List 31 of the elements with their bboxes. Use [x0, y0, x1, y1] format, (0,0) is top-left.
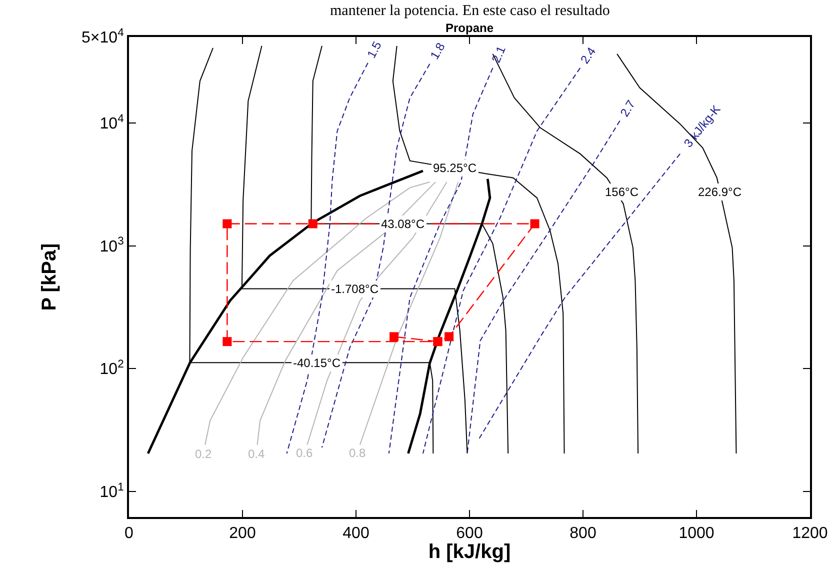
x-tick-label: 1000: [678, 525, 714, 542]
y-tick-label: 10$^{2}$: [100, 358, 124, 378]
annotation: -40.15°C: [293, 356, 341, 370]
y-tick-label: 10$^{1}$: [100, 481, 124, 502]
x-tick-label: 800: [570, 525, 596, 542]
annotation: 43.08°C: [381, 217, 425, 231]
annotation: 2.4: [578, 44, 599, 66]
annotation: 226.9°C: [698, 185, 742, 199]
y-tick-label: 10$^{4}$: [100, 112, 124, 132]
annotation: -1.708°C: [331, 282, 379, 296]
x-axis-title: h [kJ/kg]: [428, 541, 511, 563]
annotation: 1.5: [364, 38, 385, 60]
annotation: 2.1: [488, 44, 508, 65]
x-tick-label: 600: [456, 525, 483, 542]
x-tick-label: 200: [229, 525, 256, 542]
y-tick-label: 5×10$^{4}$: [82, 26, 124, 47]
annotation: 0.6: [296, 446, 314, 460]
annotation: 0.8: [349, 446, 366, 460]
text: mantener la potencia. En este caso el resultado: [330, 3, 610, 19]
annotation: 0.4: [248, 447, 266, 461]
chart-title: Propane: [445, 21, 494, 36]
x-tick-label: 1200: [792, 525, 828, 542]
annotation: 0.2: [195, 447, 212, 461]
y-tick-label: 10$^{3}$: [100, 236, 124, 256]
x-tick-label: 0: [124, 525, 134, 542]
annotation: 2.7: [617, 97, 638, 120]
annotation: 95.25°C: [433, 161, 477, 175]
y-axis-title: P [kPa]: [38, 243, 61, 311]
annotation: 1.8: [427, 40, 448, 62]
x-tick-label: 400: [342, 525, 370, 542]
annotation: 156°C: [605, 185, 639, 199]
